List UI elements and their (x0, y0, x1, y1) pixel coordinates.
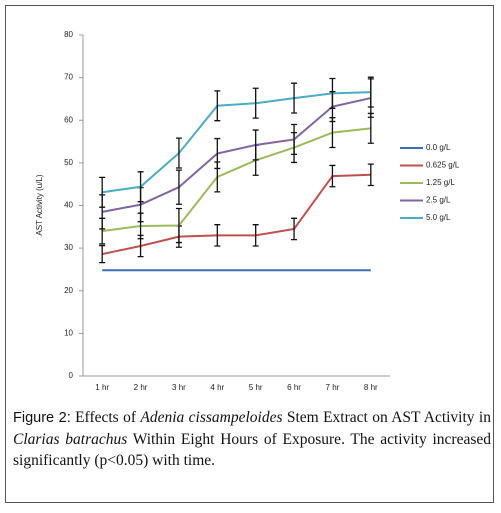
error-bar (137, 171, 144, 203)
caption-text: Effects of (75, 409, 141, 426)
error-bar (175, 169, 182, 205)
x-tick-label: 1 hr (95, 383, 109, 392)
y-tick-label: 20 (64, 286, 73, 295)
x-tick-label: 7 hr (326, 383, 340, 392)
y-tick-label: 60 (64, 115, 73, 124)
error-bar (214, 137, 221, 170)
error-bar (252, 87, 259, 119)
error-bar (99, 176, 106, 208)
error-bar (252, 129, 259, 161)
caption-label: Figure 2: (13, 410, 71, 426)
x-tick-label: 8 hr (364, 383, 378, 392)
error-bar (291, 123, 298, 155)
x-tick-label: 6 hr (287, 383, 301, 392)
series-line (102, 127, 371, 233)
chart: AST Activity (u/L) 0 10 20 30 40 50 60 70 80 1 hr… (35, 30, 460, 392)
x-tick-label: 2 hr (134, 383, 148, 392)
error-bar (99, 244, 106, 264)
error-bar (367, 163, 374, 187)
error-bar (291, 82, 298, 114)
error-bar (175, 207, 182, 244)
figure-frame (5, 5, 494, 503)
x-tick-label: 4 hr (210, 383, 224, 392)
error-bar (367, 76, 374, 108)
x-tick-label: 5 hr (249, 383, 263, 392)
y-tick-label: 40 (64, 201, 73, 210)
legend-label: 0.0 g/L (426, 143, 451, 152)
legend-label: 2.5 g/L (426, 196, 451, 205)
series-line (102, 97, 372, 213)
y-tick-label: 80 (64, 30, 73, 39)
legend-label: 0.625 g/L (426, 161, 460, 170)
legend-label: 5.0 g/L (426, 213, 451, 222)
caption-text: Clarias batrachus (13, 431, 128, 448)
error-bar (329, 77, 336, 109)
y-axis-label: AST Activity (u/L) (35, 174, 44, 236)
caption-text: Stem Extract on AST Activity in (286, 409, 491, 426)
error-bar (214, 90, 221, 122)
series-line (102, 91, 371, 194)
error-bar (175, 137, 182, 169)
y-tick-label: 30 (64, 243, 73, 252)
caption-text: Adenia cissampeloides (140, 409, 283, 426)
x-tick-label: 3 hr (172, 383, 186, 392)
error-bar (291, 217, 298, 241)
error-bar (329, 164, 336, 188)
y-tick-label: 50 (64, 158, 73, 167)
series-line (101, 173, 371, 256)
error-bar (214, 224, 221, 247)
y-tick-label: 10 (64, 328, 73, 337)
caption: Figure 2: Effects of Adenia cissampeloid… (13, 407, 491, 471)
error-bar (252, 224, 259, 247)
caption-text: Within Eight Hours of Exposure. The acti… (13, 431, 491, 469)
y-tick-label: 70 (64, 73, 73, 82)
y-tick-label: 0 (69, 371, 74, 380)
legend-label: 1.25 g/L (426, 178, 455, 187)
